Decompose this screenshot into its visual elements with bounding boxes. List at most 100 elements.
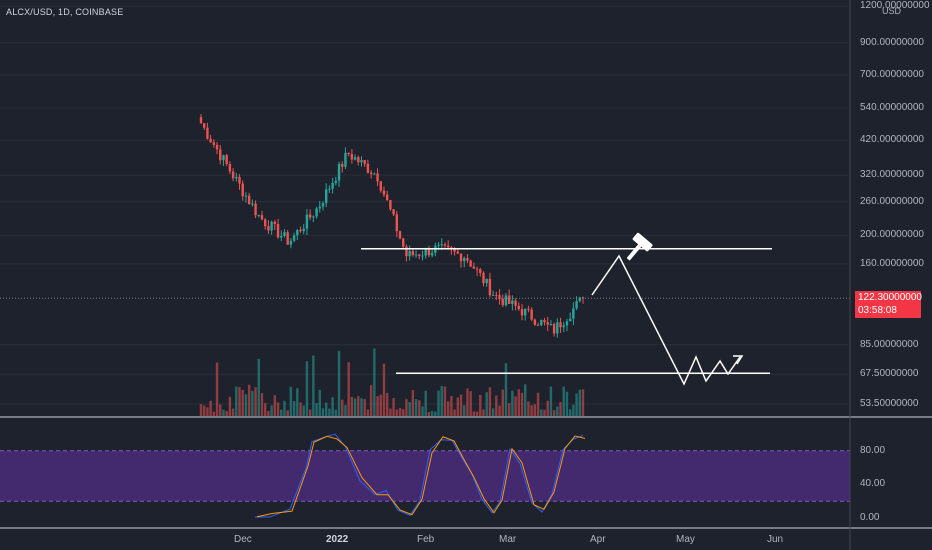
oscillator-tick-label: 40.00: [860, 478, 886, 490]
candle-body: [418, 254, 421, 256]
volume-bar: [527, 401, 530, 416]
volume-bar: [533, 404, 537, 416]
candle-body: [222, 155, 225, 161]
volume-bar: [421, 406, 424, 416]
price-tick-label: 700.00000000: [860, 68, 924, 80]
candle-body: [247, 195, 251, 205]
volume-bar: [568, 409, 572, 416]
volume-bar: [257, 358, 260, 416]
candle-body: [267, 226, 270, 231]
candle-body: [559, 322, 562, 328]
candle-body: [337, 164, 341, 181]
price-tick-label: 200.00000000: [860, 229, 924, 241]
volume-bar: [203, 405, 206, 416]
candle-body: [308, 214, 312, 218]
volume-bar: [549, 386, 553, 416]
volume-bar: [520, 392, 524, 416]
oscillator-tick-label: 0.00: [860, 512, 880, 523]
volume-bar: [286, 410, 289, 416]
candle-body: [533, 319, 537, 325]
candle-body: [264, 219, 267, 227]
volume-bar: [222, 409, 225, 416]
symbol-title[interactable]: ALCX/USD, 1D, COINBASE: [6, 7, 124, 17]
candle-body: [440, 244, 443, 246]
candle-body: [276, 224, 280, 238]
volume-bar: [466, 388, 469, 416]
volume-bar: [418, 400, 421, 416]
volume-bar: [524, 384, 527, 416]
candle-body: [260, 215, 264, 220]
volume-bar: [501, 389, 504, 416]
candle-body: [430, 252, 434, 256]
candle-body: [331, 182, 334, 189]
candle-body: [395, 214, 399, 232]
projection-path: [591, 254, 741, 386]
volume-bar: [206, 407, 209, 416]
projection-arrowhead: [733, 355, 744, 365]
time-tick-label: Apr: [590, 534, 606, 545]
price-tick-label: 53.50000000: [860, 398, 919, 409]
candle-body: [498, 295, 501, 299]
candle-body: [373, 173, 376, 175]
volume-bar: [556, 406, 559, 416]
candle-body: [350, 154, 354, 160]
candle-body: [530, 309, 533, 320]
candle-body: [549, 324, 553, 326]
candle-body: [212, 142, 216, 145]
time-tick-label: 2022: [326, 534, 349, 545]
candle-body: [302, 228, 305, 232]
candle-body: [453, 249, 456, 252]
volume-bar: [511, 390, 514, 416]
candle-body: [459, 253, 463, 262]
candle-body: [402, 238, 405, 247]
bar-countdown: 03:58:08: [858, 305, 897, 316]
candle-body: [363, 160, 366, 164]
candle-body: [270, 221, 273, 231]
candle-body: [504, 295, 508, 306]
volume-bar: [411, 390, 415, 416]
candle-body: [203, 123, 206, 128]
candle-body: [507, 295, 511, 304]
volume-bar: [459, 394, 463, 416]
candle-body: [552, 324, 556, 334]
candle-body: [254, 203, 257, 216]
volume-bar: [389, 408, 392, 416]
volume-bar: [578, 389, 581, 416]
candle-body: [289, 240, 293, 245]
volume-bar: [514, 396, 517, 416]
volume-bar: [292, 401, 296, 416]
price-tick-label: 420.00000000: [860, 134, 924, 146]
volume-bar: [581, 389, 585, 416]
volume-bar: [507, 403, 511, 416]
volume-bar: [469, 391, 472, 416]
volume-bar: [530, 405, 533, 416]
price-tick-label: 1200.00000000: [860, 0, 930, 11]
candle-body: [482, 272, 485, 284]
volume-bar: [228, 396, 232, 416]
volume-bar: [434, 411, 437, 416]
volume-bar: [276, 402, 280, 416]
volume-bar: [369, 385, 373, 416]
volume-bar: [366, 409, 370, 416]
candle-body: [328, 188, 331, 190]
candle-body: [228, 164, 232, 172]
volume-bar: [475, 411, 479, 416]
candle-body: [292, 235, 296, 241]
candle-body: [421, 255, 424, 257]
time-tick-label: Mar: [499, 534, 517, 545]
time-tick-label: Feb: [417, 534, 435, 545]
volume-bar: [414, 399, 418, 416]
candle-body: [366, 163, 370, 173]
volume-bar: [463, 405, 466, 416]
price-tick-label: 260.00000000: [860, 195, 924, 207]
price-tick-label: 160.00000000: [860, 257, 924, 269]
volume-bar: [408, 401, 411, 416]
volume-bar: [453, 409, 456, 416]
candle-body: [299, 229, 302, 232]
candle-body: [312, 216, 315, 218]
volume-bar: [260, 393, 264, 416]
candle-body: [286, 232, 289, 245]
candle-body: [427, 248, 431, 256]
